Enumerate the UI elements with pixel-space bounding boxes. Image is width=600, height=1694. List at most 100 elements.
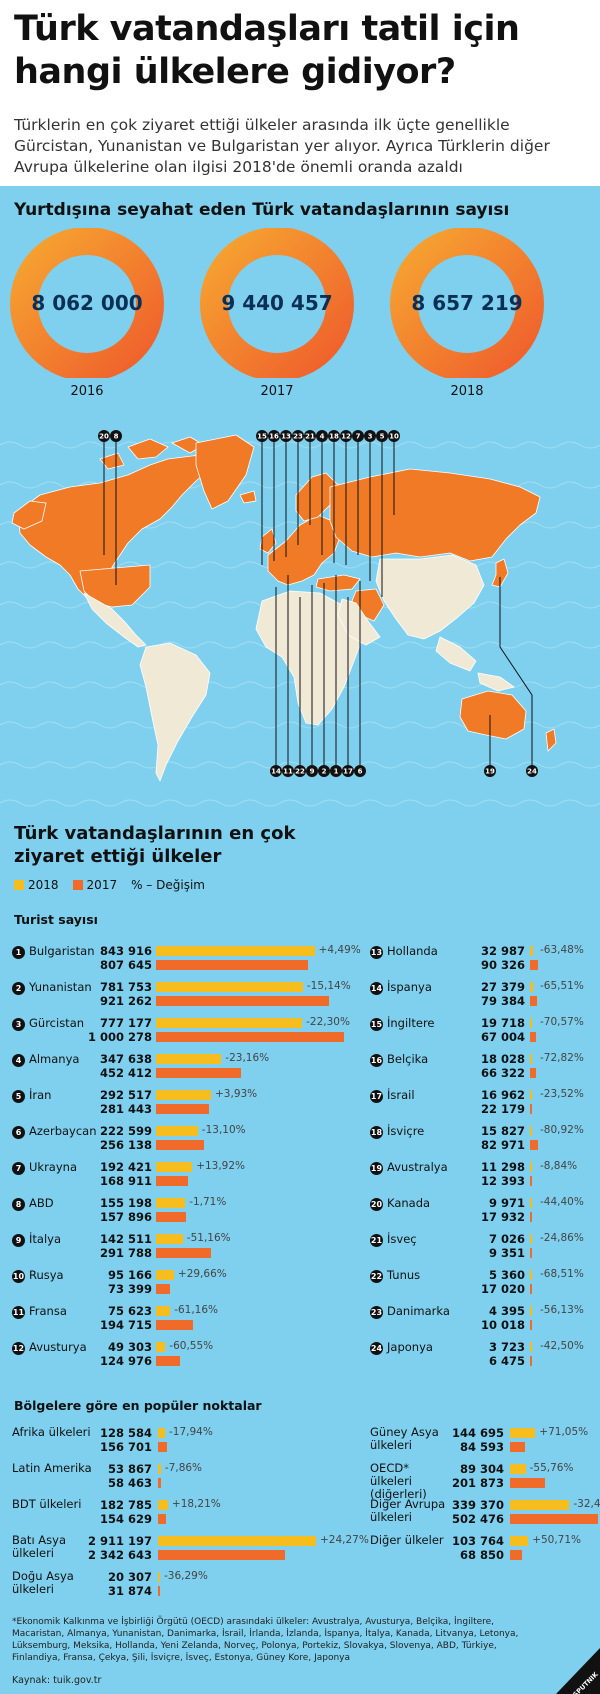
- value-2017: 68 850: [459, 1548, 504, 1562]
- travelers-title: Yurtdışına seyahat eden Türk vatandaşlar…: [14, 200, 510, 220]
- bar-2017: [510, 1514, 598, 1524]
- value-2018: 192 421: [99, 1160, 152, 1174]
- value-2018: 843 916: [99, 944, 152, 958]
- change-percent: -1,71%: [189, 1196, 227, 1208]
- map-number-label: 1: [334, 768, 339, 776]
- rank-badge: 18: [370, 1126, 383, 1139]
- bar-2018: [510, 1464, 526, 1474]
- value-2018: 20 307: [107, 1570, 152, 1584]
- country-name: İsrail: [387, 1088, 415, 1102]
- map-number-label: 15: [257, 433, 267, 441]
- rank-badge: 4: [12, 1054, 25, 1067]
- change-percent: -72,82%: [540, 1052, 584, 1064]
- country-row: 16 Belçika 18 028 66 322 -72,82%: [370, 1052, 598, 1088]
- rank-badge: 14: [370, 982, 383, 995]
- bar-2018: [156, 1054, 222, 1064]
- map-number-badge: [328, 430, 340, 442]
- map-greenland: [195, 434, 255, 510]
- rank-badge: 16: [370, 1054, 383, 1067]
- value-2018: 781 753: [99, 980, 152, 994]
- country-row: 4 Almanya 347 638 452 412 -23,16%: [12, 1052, 362, 1088]
- value-2017: 157 896: [99, 1210, 152, 1224]
- country-name: Danimarka: [387, 1304, 450, 1318]
- value-2017: 84 593: [459, 1440, 504, 1454]
- value-2017: 9 351: [488, 1246, 525, 1260]
- country-row: 24 Japonya 3 723 6 475 -42,50%: [370, 1340, 598, 1376]
- region-row: Latin Amerika 53 867 58 463 -7,86%: [12, 1462, 352, 1498]
- change-percent: +29,66%: [177, 1268, 227, 1280]
- region-name: BDT ülkeleri: [12, 1497, 82, 1511]
- change-percent: +50,71%: [532, 1534, 582, 1546]
- value-2017: 1 000 278: [87, 1030, 152, 1044]
- country-name: İsviçre: [387, 1124, 425, 1138]
- bar-2018: [156, 1234, 183, 1244]
- value-2017: 256 138: [99, 1138, 152, 1152]
- map-australia: [459, 690, 527, 740]
- map-number-label: 18: [329, 433, 339, 441]
- map-number-label: 23: [293, 433, 303, 441]
- map-number-badge: [340, 430, 352, 442]
- bar-2017: [156, 1032, 344, 1042]
- map-number-label: 22: [295, 768, 305, 776]
- bar-2017: [530, 996, 538, 1006]
- rank-badge: 12: [12, 1342, 25, 1355]
- bar-2017: [158, 1514, 167, 1524]
- bar-2018: [156, 1306, 171, 1316]
- sputnik-logo: SPUTNIK: [556, 1648, 600, 1694]
- value-2017: 154 629: [99, 1512, 152, 1526]
- bar-2017: [158, 1586, 160, 1596]
- value-2017: 502 476: [451, 1512, 504, 1526]
- country-row: 13 Hollanda 32 987 90 326 -63,48%: [370, 944, 598, 980]
- map-number-badge: [376, 430, 388, 442]
- country-name: Avustralya: [387, 1160, 448, 1174]
- value-2018: 32 987: [480, 944, 525, 958]
- value-2017: 156 701: [99, 1440, 152, 1454]
- map-number-badge: [342, 765, 354, 777]
- bar-2018: [158, 1464, 161, 1474]
- rank-badge: 23: [370, 1306, 383, 1319]
- rank-badge: 5: [12, 1090, 25, 1103]
- bar-2017: [156, 1248, 211, 1258]
- change-percent: -80,92%: [540, 1124, 584, 1136]
- bar-2017: [530, 1068, 536, 1078]
- change-percent: -61,16%: [174, 1304, 219, 1316]
- map-usa: [79, 564, 151, 608]
- rank-badge: 22: [370, 1270, 383, 1283]
- bar-2017: [530, 1248, 532, 1258]
- bar-2017: [156, 996, 330, 1006]
- region-name: Batı Asya ülkeleri: [12, 1533, 67, 1560]
- map-alaska: [11, 500, 47, 530]
- country-row: 9 İtalya 142 511 291 788 -51,16%: [12, 1232, 362, 1268]
- bar-2017: [510, 1550, 523, 1560]
- bar-2018: [510, 1500, 570, 1510]
- map-number-badge: [256, 430, 268, 442]
- bar-2018: [530, 946, 533, 956]
- bar-2018: [530, 1054, 532, 1064]
- map-number-label: 8: [114, 433, 119, 441]
- map-uk: [259, 528, 277, 554]
- change-percent: -70,57%: [540, 1016, 584, 1028]
- change-percent: -63,48%: [540, 944, 584, 956]
- bar-2018: [530, 982, 533, 992]
- value-2018: 7 026: [488, 1232, 525, 1246]
- bar-2017: [156, 1104, 209, 1114]
- map-southeast-asia: [435, 636, 515, 692]
- value-2018: 15 827: [480, 1124, 525, 1138]
- bar-2018: [156, 1342, 166, 1352]
- value-2017: 124 976: [99, 1354, 152, 1368]
- change-percent: -32,46%: [573, 1498, 600, 1510]
- change-percent: -24,86%: [540, 1232, 584, 1244]
- map-number-label: 7: [356, 433, 361, 441]
- rank-badge: 13: [370, 946, 383, 959]
- bar-2018: [158, 1536, 316, 1546]
- bar-2018: [156, 1126, 198, 1136]
- rank-badge: 8: [12, 1198, 25, 1211]
- bar-2018: [530, 1342, 532, 1352]
- value-2017: 66 322: [480, 1066, 525, 1080]
- bar-2017: [158, 1442, 167, 1452]
- country-name: Avusturya: [29, 1340, 87, 1354]
- rank-badge: 3: [12, 1018, 25, 1031]
- map-number-badge: [270, 765, 282, 777]
- map-number-label: 21: [305, 433, 315, 441]
- country-name: Belçika: [387, 1052, 429, 1066]
